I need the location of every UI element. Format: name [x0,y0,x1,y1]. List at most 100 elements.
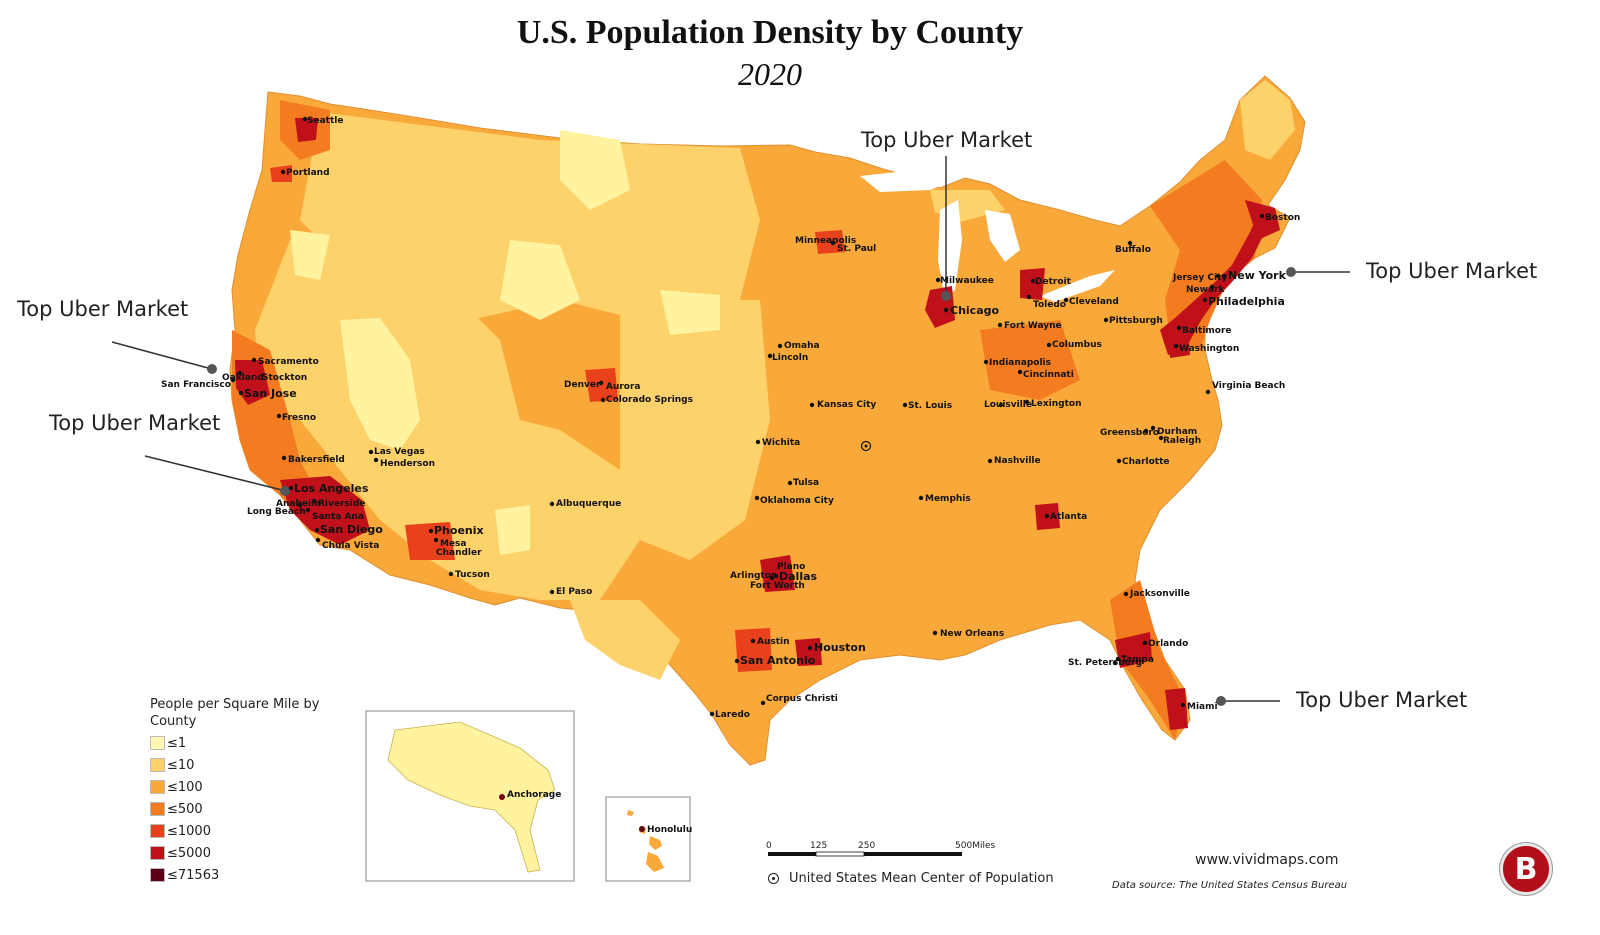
city-dot-durham [1150,425,1156,431]
city-label-tucson: Tucson [455,570,490,580]
website-credit: www.vividmaps.com [1195,852,1339,868]
city-label-philadelphia: Philadelphia [1208,295,1285,308]
metro-detroit [1020,268,1045,300]
metro-la [280,476,370,545]
metro-tampa-orlando [1115,632,1152,668]
city-label-buffalo: Buffalo [1115,245,1151,255]
metro-seattle [295,118,318,142]
legend-item: ≤500 [150,798,320,820]
city-label-bakersfield: Bakersfield [288,455,345,465]
city-label-kansas-city: Kansas City [817,400,876,410]
city-dot-chula-vista [315,537,321,543]
callout-los-angeles: Top Uber Market [49,411,221,435]
map-subtitle: 2020 [738,56,802,92]
city-label-minneapolis: Minneapolis [795,236,856,246]
city-label-los-angeles: Los Angeles [294,482,369,495]
city-label-st-louis: St. Louis [908,401,952,411]
city-label-stockton: Stockton [262,373,307,383]
metro-boston [1245,200,1280,240]
region-montana-empty [560,130,630,210]
city-dot-jersey-city [1215,273,1221,279]
city-dot-philadelphia [1202,297,1208,303]
city-dot-santa-ana [305,507,311,513]
city-label-detroit: Detroit [1035,277,1072,287]
city-label-charlotte: Charlotte [1122,457,1170,467]
city-dot-virginia-beach [1205,389,1211,395]
city-label-lexington: Lexington [1031,399,1081,409]
city-dot-orlando [1142,640,1148,646]
city-label-laredo: Laredo [715,710,750,720]
city-dot-greensboro [1143,428,1149,434]
city-label-houston: Houston [814,641,866,654]
city-label-virginia-beach: Virginia Beach [1212,381,1285,391]
city-dot-denver [598,380,604,386]
city-dot-chicago [943,307,949,313]
city-label-arlington: Arlington [730,571,777,581]
metro-dallas [760,555,795,592]
legend-item: ≤100 [150,776,320,798]
city-label-fresno: Fresno [282,413,316,423]
city-dot-mesa [433,537,439,543]
legend-swatch [150,802,165,816]
city-dot-austin [750,638,756,644]
legend-swatch [150,736,165,750]
city-dot-portland [280,169,286,175]
region-dakotas-empty [660,290,720,335]
city-label-indianapolis: Indianapolis [989,358,1051,368]
region-new-mexico-empty [495,505,530,555]
city-label-las-vegas: Las Vegas [374,447,425,457]
city-label-milwaukee: Milwaukee [940,276,994,286]
city-label-long-beach: Long Beach [247,507,306,517]
city-label-sacramento: Sacramento [258,357,319,367]
anchorage-dot [499,794,505,800]
city-dot-buffalo [1127,240,1133,246]
city-label-cleveland: Cleveland [1069,297,1119,307]
mean-center-label: United States Mean Center of Population [789,871,1054,886]
city-dot-long-beach [297,502,303,508]
city-label-aurora: Aurora [606,382,641,392]
city-label-anchorage: Anchorage [507,790,561,800]
lake-michigan [938,200,962,300]
city-label-baltimore: Baltimore [1182,326,1232,336]
city-labels: Seattle Portland Sacramento OaklandStockton… [161,116,1300,835]
city-label-louisville: Louisville [984,400,1032,410]
city-dot-newark [1209,284,1215,290]
city-dot-baltimore [1176,325,1182,331]
city-dot-jacksonville [1123,591,1129,597]
scale-tick-500: 500Miles [955,841,995,851]
b-logo-icon: B [1500,843,1552,895]
city-label-new-orleans: New Orleans [940,629,1004,639]
city-label-atlanta: Atlanta [1050,512,1087,522]
callout-dot-new-york [1286,267,1296,277]
city-label-chula-vista: Chula Vista [322,541,379,551]
city-label-lincoln: Lincoln [772,353,808,363]
mean-center-marker [860,440,872,452]
callout-miami: Top Uber Market [1296,688,1468,712]
city-label-oklahoma-city: Oklahoma City [760,496,834,506]
city-dot-fresno [276,413,282,419]
city-dot-los-angeles [288,485,294,491]
legend-swatch [150,868,165,882]
city-label-colorado-springs: Colorado Springs [606,395,693,405]
city-dot-st-petersburg [1112,660,1118,666]
city-label-henderson: Henderson [380,459,435,469]
density-legend: People per Square Mile by County ≤1 ≤10 ≤1… [150,696,320,886]
city-dot-oklahoma-city [754,495,760,501]
city-label-chicago: Chicago [950,304,999,317]
city-label-orlando: Orlando [1148,639,1188,649]
city-dot-oakland [237,370,243,376]
city-dot-bakersfield [281,455,287,461]
city-dot-boston [1259,213,1265,219]
city-dot-charlotte [1116,458,1122,464]
zone-east-corridor [1150,160,1262,350]
legend-swatch [150,824,165,838]
city-label-wichita: Wichita [762,438,800,448]
city-dot-houston [807,645,813,651]
lake-huron [985,210,1020,262]
city-label-tampa: Tampa [1121,655,1154,665]
city-dot-columbus [1046,342,1052,348]
zone-ohio-valley [980,320,1080,400]
city-dot-sacramento [251,357,257,363]
metro-houston [795,638,822,666]
city-dot-seattle [302,116,308,122]
